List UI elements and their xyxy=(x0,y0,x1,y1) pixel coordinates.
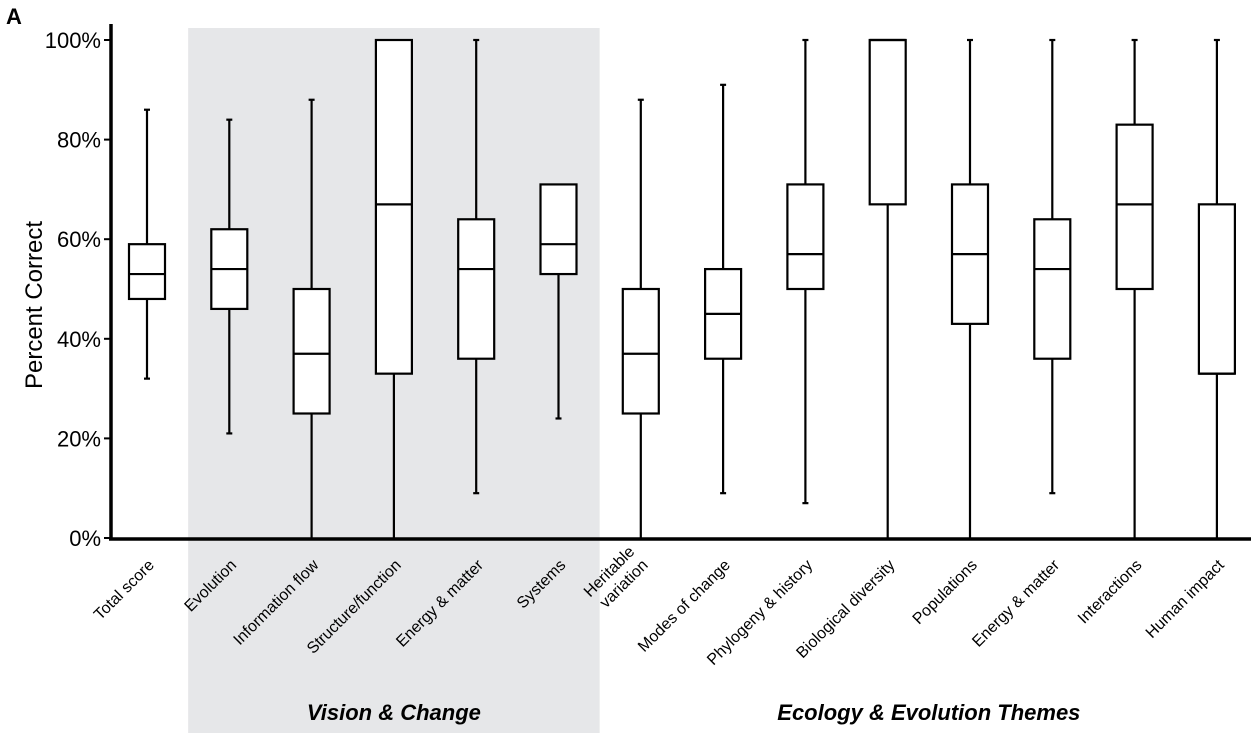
iqr-box xyxy=(457,218,496,360)
panel-label: A xyxy=(6,4,22,29)
box-plot-item xyxy=(457,38,496,495)
iqr-box xyxy=(374,38,413,375)
box-plot-item xyxy=(703,83,743,495)
x-tick-label: Energy & matter xyxy=(969,556,1063,650)
x-tick-label: Interactions xyxy=(1075,557,1146,628)
iqr-box xyxy=(786,183,825,291)
box-plot-item xyxy=(868,38,907,538)
group-label: Ecology & Evolution Themes xyxy=(777,700,1080,725)
iqr-box xyxy=(539,183,578,276)
boxes xyxy=(127,38,1237,538)
iqr-box xyxy=(127,243,167,301)
box-plot-item xyxy=(1197,38,1237,538)
iqr-box xyxy=(621,287,660,415)
group-label: Vision & Change xyxy=(307,700,481,725)
box-plot-item xyxy=(292,98,331,538)
y-tick-label: 60% xyxy=(57,227,101,252)
box-plot-item xyxy=(1115,38,1154,538)
y-tick-label: 80% xyxy=(57,128,101,153)
x-tick-label-line: Populations xyxy=(910,557,981,628)
x-tick-label-line: Energy & matter xyxy=(969,556,1063,650)
iqr-box xyxy=(1033,218,1072,360)
iqr-box xyxy=(1115,123,1154,291)
box-plot-item xyxy=(621,98,660,538)
y-tick-label: 20% xyxy=(57,426,101,451)
iqr-box xyxy=(292,287,331,415)
box-plot-item xyxy=(127,108,167,380)
y-tick-label: 0% xyxy=(69,526,101,551)
iqr-box xyxy=(1197,203,1237,375)
y-axis-label: Percent Correct xyxy=(21,221,48,389)
box-plot-item xyxy=(1033,38,1072,495)
x-tick-label: Total score xyxy=(91,557,158,624)
x-tick-label: Populations xyxy=(910,557,981,628)
y-tick-label: 40% xyxy=(57,327,101,352)
box-plot-item xyxy=(539,183,578,420)
iqr-box xyxy=(868,38,907,206)
box-plot-item xyxy=(210,118,249,435)
group-labels: Vision & Change Ecology & Evolution Theme… xyxy=(307,700,1081,725)
x-tick-label-line: Total score xyxy=(91,557,158,624)
x-tick-label-line: Human impact xyxy=(1143,556,1228,641)
y-tick-label: 100% xyxy=(45,28,101,53)
y-ticks: 0% 20% 40% 60% 80% 100% xyxy=(45,28,111,551)
x-tick-label-line: Interactions xyxy=(1075,557,1146,628)
box-plot-item xyxy=(786,38,825,505)
x-tick-label: Human impact xyxy=(1143,556,1228,641)
box-plot-item xyxy=(950,38,990,538)
box-plot-item xyxy=(374,38,413,538)
